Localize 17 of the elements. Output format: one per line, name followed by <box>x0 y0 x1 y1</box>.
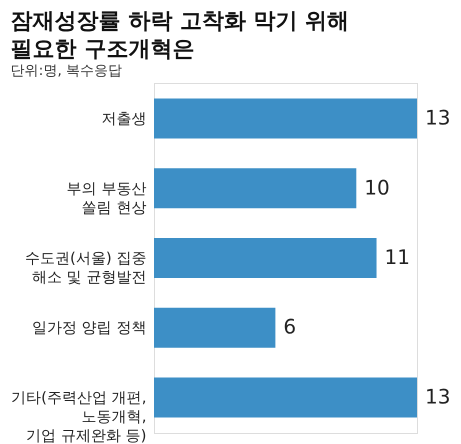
bar <box>154 98 417 139</box>
data-label: 11 <box>384 245 410 269</box>
bar <box>154 377 417 418</box>
data-label: 13 <box>425 384 450 408</box>
chart-subtitle: 단위:명, 복수응답 <box>10 63 122 79</box>
bar <box>154 308 276 348</box>
y-tick-label: 부의 부동산 쏠림 현상 <box>66 179 146 216</box>
y-tick-label: 기타(주력산업 개편, 노동개혁, 기업 규제완화 등) <box>11 388 146 444</box>
data-label: 10 <box>364 175 390 200</box>
y-tick-label: 수도권(서울) 집중 해소 및 균형발전 <box>25 249 146 286</box>
y-tick-label: 일가정 양립 정책 <box>32 318 146 337</box>
data-label: 13 <box>425 106 450 130</box>
y-tick-label: 저출생 <box>102 110 146 128</box>
data-label: 6 <box>283 314 296 339</box>
bar <box>154 168 356 208</box>
bar <box>154 238 377 278</box>
chart-title: 잠재성장률 하락 고착화 막기 위해 필요한 구조개혁은 <box>10 9 350 62</box>
